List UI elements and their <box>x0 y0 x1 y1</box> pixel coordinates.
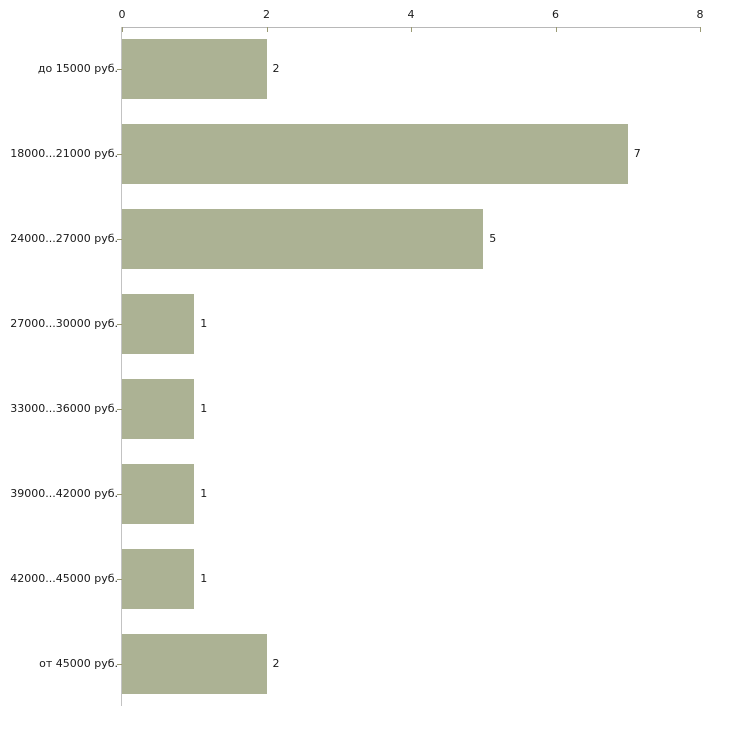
bar[interactable] <box>122 379 195 439</box>
y-tick-mark <box>117 664 122 665</box>
bar[interactable] <box>122 209 484 269</box>
bar-value-label: 1 <box>200 572 208 585</box>
category-label: 42000...45000 руб. <box>10 572 118 585</box>
bar-row[interactable]: 39000...42000 руб. 1 <box>0 464 730 524</box>
x-tick-mark <box>266 27 268 32</box>
bar-value-label: 1 <box>200 317 208 330</box>
bar-value-label: 5 <box>489 232 497 245</box>
y-tick-mark <box>117 324 122 325</box>
y-tick-mark <box>117 494 122 495</box>
x-tick-label: 8 <box>696 8 704 21</box>
bar-row[interactable]: 42000...45000 руб. 1 <box>0 549 730 609</box>
bar[interactable] <box>122 294 195 354</box>
bar[interactable] <box>122 634 267 694</box>
y-tick-mark <box>117 154 122 155</box>
y-axis-line <box>121 27 122 706</box>
x-tick-mark <box>700 27 701 32</box>
bar-row[interactable]: 33000...36000 руб. 1 <box>0 379 730 439</box>
bar-value-label: 7 <box>633 147 641 160</box>
bar-value-label: 1 <box>200 402 208 415</box>
category-label: 39000...42000 руб. <box>10 487 118 500</box>
y-tick-mark <box>117 239 122 240</box>
x-tick-label: 2 <box>263 8 270 21</box>
x-tick-mark <box>122 27 123 32</box>
category-label: 18000...21000 руб. <box>10 147 118 160</box>
category-label: от 45000 руб. <box>39 657 118 670</box>
bar-row[interactable]: 18000...21000 руб. 7 <box>0 124 730 184</box>
y-tick-mark <box>117 579 122 580</box>
category-label: 27000...30000 руб. <box>10 317 118 330</box>
x-tick-label: 6 <box>552 8 559 21</box>
bar[interactable] <box>122 464 195 524</box>
bar[interactable] <box>122 39 267 99</box>
category-label: 24000...27000 руб. <box>10 232 118 245</box>
bar-value-label: 2 <box>272 62 280 75</box>
x-tick-label: 0 <box>118 8 126 21</box>
x-tick-mark <box>411 27 412 32</box>
bar[interactable] <box>122 549 195 609</box>
bar-value-label: 2 <box>272 657 280 670</box>
y-tick-mark <box>117 69 122 70</box>
bar-row[interactable]: 24000...27000 руб. 5 <box>0 209 730 269</box>
bar[interactable] <box>122 124 628 184</box>
x-tick-label: 4 <box>407 8 415 21</box>
y-tick-mark <box>117 409 122 410</box>
category-label: 33000...36000 руб. <box>10 402 118 415</box>
category-label: до 15000 руб. <box>37 62 118 75</box>
x-tick-mark <box>555 27 557 32</box>
bar-row[interactable]: 27000...30000 руб. 1 <box>0 294 730 354</box>
bar-row[interactable]: от 45000 руб. 2 <box>0 634 730 694</box>
bar-value-label: 1 <box>200 487 208 500</box>
bar-row[interactable]: до 15000 руб. 2 <box>0 39 730 99</box>
